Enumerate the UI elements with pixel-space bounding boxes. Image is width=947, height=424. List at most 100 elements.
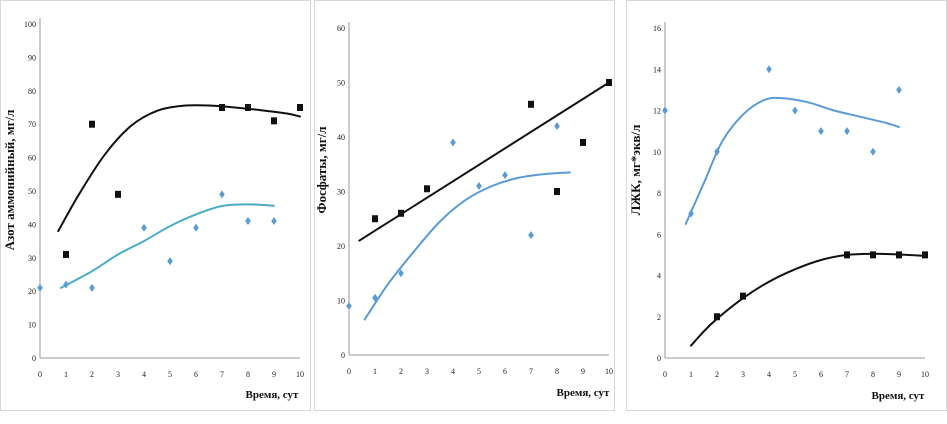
y-tick-label: 2 (657, 313, 661, 322)
trend-line-1 (358, 81, 610, 242)
x-tick-label: 5 (793, 370, 797, 379)
data-point-square (297, 104, 303, 111)
y-tick-label: 30 (28, 254, 36, 263)
x-tick-label: 6 (194, 370, 198, 379)
data-point-diamond (37, 283, 43, 292)
y-axis-label: Азот аммонийный, мг/л (2, 110, 17, 251)
x-tick-label: 0 (347, 367, 351, 376)
data-point-square (398, 209, 404, 217)
data-point-square (580, 138, 586, 146)
data-point-square (922, 251, 928, 259)
x-axis-label: Время, сут (246, 389, 300, 401)
y-tick-label: 16 (653, 24, 661, 33)
data-point-diamond (502, 171, 508, 180)
x-tick-label: 2 (399, 367, 403, 376)
x-tick-label: 8 (871, 370, 875, 379)
x-tick-label: 1 (64, 370, 68, 379)
data-point-diamond (792, 106, 798, 115)
data-point-square (844, 251, 850, 259)
x-tick-label: 0 (38, 370, 42, 379)
x-tick-label: 9 (581, 367, 585, 376)
x-tick-label: 4 (767, 370, 771, 379)
trend-line-1 (684, 96, 900, 225)
x-tick-label: 7 (220, 370, 224, 379)
y-tick-label: 40 (337, 133, 345, 142)
y-tick-label: 30 (337, 188, 345, 197)
y-axis-label: ЛЖК, мг*экв/л (628, 125, 643, 216)
data-point-square (89, 120, 95, 128)
data-point-square (896, 251, 902, 259)
data-point-diamond (476, 182, 482, 191)
y-tick-label: 50 (28, 187, 36, 196)
data-point-diamond (193, 223, 199, 232)
x-tick-label: 3 (741, 370, 745, 379)
data-point-diamond (89, 283, 95, 292)
y-axis-label: Фосфаты, мг/л (314, 126, 329, 213)
y-tick-label: 10 (337, 297, 345, 306)
data-point-square (528, 100, 534, 108)
data-point-square (271, 117, 277, 125)
data-point-square (115, 190, 121, 198)
data-point-diamond (450, 138, 456, 147)
chart-frame (314, 0, 615, 411)
x-tick-label: 4 (142, 370, 146, 379)
data-point-square (63, 250, 69, 258)
trend-line-2 (363, 171, 571, 321)
x-tick-label: 10 (921, 370, 929, 379)
x-tick-label: 6 (819, 370, 823, 379)
data-point-diamond (346, 301, 352, 310)
x-tick-label: 6 (503, 367, 507, 376)
y-tick-label: 8 (657, 189, 661, 198)
data-point-diamond (766, 65, 772, 74)
trend-line-2 (59, 203, 275, 289)
x-tick-label: 1 (373, 367, 377, 376)
data-point-square (714, 313, 720, 321)
x-tick-label: 7 (845, 370, 849, 379)
x-axis-label: Время, сут (872, 390, 926, 402)
chart-panel-2: 0 10 20 30 40 50 60 0 1 2 3 4 5 6 7 8 9 10 Время, сут Фосфа… (314, 0, 615, 411)
data-point-diamond (167, 257, 173, 266)
y-tick-label: 10 (653, 148, 661, 157)
y-tick-label: 100 (24, 20, 36, 29)
y-tick-label: 10 (28, 321, 36, 330)
data-point-square (606, 79, 612, 86)
y-tick-label: 0 (32, 354, 36, 363)
y-tick-label: 20 (337, 242, 345, 251)
data-point-diamond (870, 147, 876, 156)
x-tick-label: 9 (272, 370, 276, 379)
x-axis-label: Время, сут (557, 387, 611, 399)
data-point-square (372, 215, 378, 223)
data-point-diamond (63, 280, 69, 289)
y-tick-label: 6 (657, 230, 661, 239)
chart-frame (0, 0, 311, 411)
trend-line-2 (690, 252, 926, 347)
y-tick-label: 80 (28, 87, 36, 96)
data-point-square (740, 292, 746, 300)
data-point-diamond (398, 269, 404, 278)
data-point-square (870, 251, 876, 259)
data-point-diamond (245, 217, 251, 226)
x-tick-label: 10 (296, 370, 304, 379)
x-tick-label: 1 (689, 370, 693, 379)
chart-frame (626, 0, 947, 411)
data-point-square (554, 188, 560, 195)
y-tick-label: 0 (341, 351, 345, 360)
data-point-diamond (714, 147, 720, 156)
x-tick-label: 4 (451, 367, 455, 376)
data-point-diamond (662, 106, 668, 115)
x-tick-label: 0 (663, 370, 667, 379)
x-tick-label: 7 (529, 367, 533, 376)
x-tick-label: 5 (168, 370, 172, 379)
y-tick-label: 40 (28, 220, 36, 229)
data-point-diamond (528, 231, 534, 240)
y-tick-label: 50 (337, 79, 345, 88)
data-point-diamond (141, 223, 147, 232)
data-point-square (245, 104, 251, 111)
x-tick-label: 9 (897, 370, 901, 379)
data-point-diamond (688, 209, 694, 218)
data-point-diamond (896, 85, 902, 94)
x-tick-label: 5 (477, 367, 481, 376)
y-tick-label: 90 (28, 53, 36, 62)
